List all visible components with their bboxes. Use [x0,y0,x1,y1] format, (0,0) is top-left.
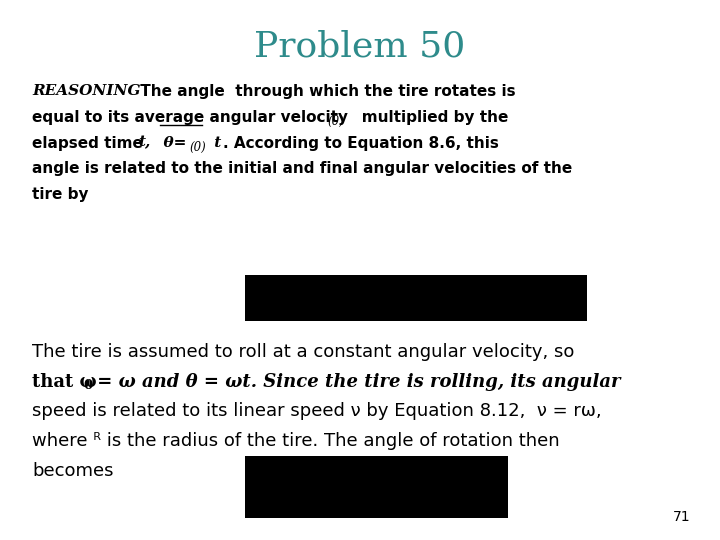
Text: where ᴿ is the radius of the tire. The angle of rotation then: where ᴿ is the radius of the tire. The a… [32,432,560,450]
Text: tire by: tire by [32,187,89,202]
Text: 0: 0 [84,379,93,392]
Text: that ω: that ω [32,373,97,390]
Text: The tire is assumed to roll at a constant angular velocity, so: The tire is assumed to roll at a constan… [32,343,575,361]
Text: . According to Equation 8.6, this: . According to Equation 8.6, this [223,136,499,151]
Text: t,: t, [138,136,150,150]
Text: 71: 71 [673,510,690,524]
Text: (0): (0) [189,141,206,154]
Text: The angle  through which the tire rotates is: The angle through which the tire rotates… [135,84,516,99]
Text: = ω and θ = ωt. Since the tire is rolling, its angular: = ω and θ = ωt. Since the tire is rollin… [91,373,621,390]
Text: becomes: becomes [32,462,114,480]
Bar [245,456,508,518]
Text: (0): (0) [328,115,344,128]
Text: angle is related to the initial and final angular velocities of the: angle is related to the initial and fina… [32,161,572,177]
Text: Problem 50: Problem 50 [254,30,466,64]
Text: t: t [209,136,226,150]
Text: equal to its average angular velocity: equal to its average angular velocity [32,110,348,125]
Text: θ=: θ= [153,136,186,150]
Text: REASONING: REASONING [32,84,141,98]
Text: elapsed time: elapsed time [32,136,143,151]
Bar [245,275,587,321]
Text: multiplied by the: multiplied by the [346,110,508,125]
Text: speed is related to its linear speed ν by Equation 8.12,  ν = rω,: speed is related to its linear speed ν b… [32,402,602,420]
